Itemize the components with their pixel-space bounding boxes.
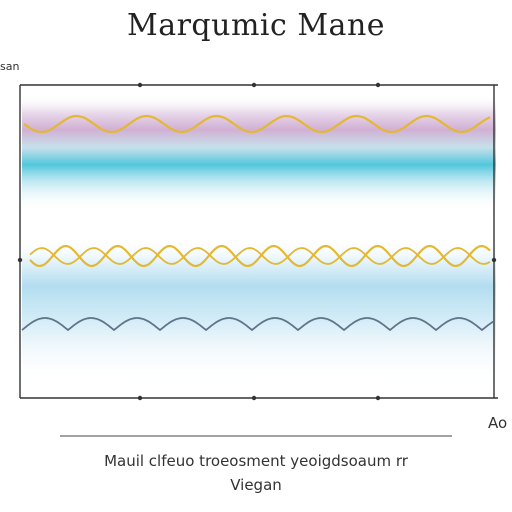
gold-wave-middle-b — [29, 247, 491, 265]
corner-label-bottom-right: Ao — [488, 414, 508, 432]
gold-wave-middle-a — [29, 244, 491, 268]
diagram-title: Marqumic Mane — [126, 8, 386, 43]
frame-tick-marks — [17, 82, 497, 401]
diagram-frame — [19, 84, 498, 399]
corner-label-top-left: san — [0, 60, 20, 73]
caption-line-1: Mauil clfeuo troeosment yeoigdsoaum rr — [104, 452, 408, 470]
slate-wave-bottom — [21, 317, 495, 332]
color-bands — [22, 95, 496, 385]
gold-wave-top — [23, 114, 491, 134]
caption-line-2: Viegan — [230, 476, 282, 494]
